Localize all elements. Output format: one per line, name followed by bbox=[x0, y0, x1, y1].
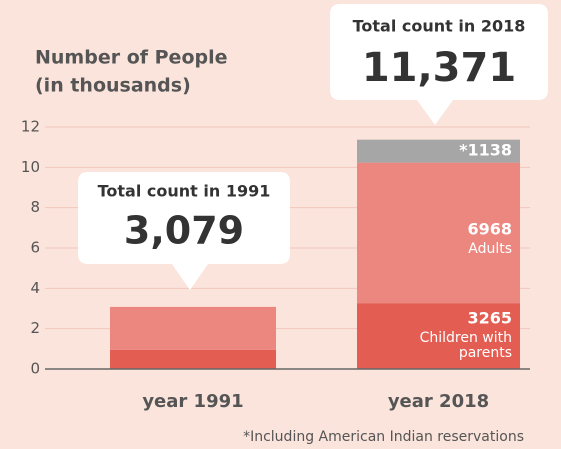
chart-subtitle: (in thousands) bbox=[35, 75, 191, 97]
x-tick-label: year 1991 bbox=[142, 391, 243, 412]
callout-title: Total count in 1991 bbox=[98, 182, 271, 201]
value-label: 6968 bbox=[467, 219, 512, 238]
y-tick-label: 2 bbox=[30, 319, 40, 337]
callout bbox=[330, 4, 548, 125]
bar-segment bbox=[357, 139, 520, 163]
value-label: 3265 bbox=[467, 309, 512, 328]
series-name: Children with parents bbox=[419, 331, 512, 362]
y-tick-label: 8 bbox=[30, 198, 40, 216]
y-tick-label: 0 bbox=[30, 360, 40, 378]
y-tick-label: 10 bbox=[21, 158, 40, 176]
series-label: Children with parents bbox=[419, 331, 512, 362]
callout bbox=[78, 172, 290, 290]
value-label: *1138 bbox=[459, 141, 512, 160]
callout-total: 11,371 bbox=[362, 45, 516, 91]
series-name: Adults bbox=[468, 241, 512, 257]
bar-segment bbox=[357, 162, 520, 304]
bar-segment bbox=[110, 349, 276, 369]
series-label: Adults bbox=[468, 241, 512, 257]
y-tick-label: 6 bbox=[30, 239, 40, 257]
callout-title: Total count in 2018 bbox=[353, 17, 526, 36]
bar-segment bbox=[357, 303, 520, 369]
footnote: *Including American Indian reservations bbox=[243, 429, 524, 445]
y-tick-label: 12 bbox=[21, 118, 40, 136]
chart-title: Number of People bbox=[35, 47, 228, 69]
callout-total: 3,079 bbox=[124, 209, 244, 253]
x-tick-label: year 2018 bbox=[388, 391, 489, 412]
bar-segment bbox=[110, 306, 276, 350]
y-tick-label: 4 bbox=[30, 279, 40, 297]
